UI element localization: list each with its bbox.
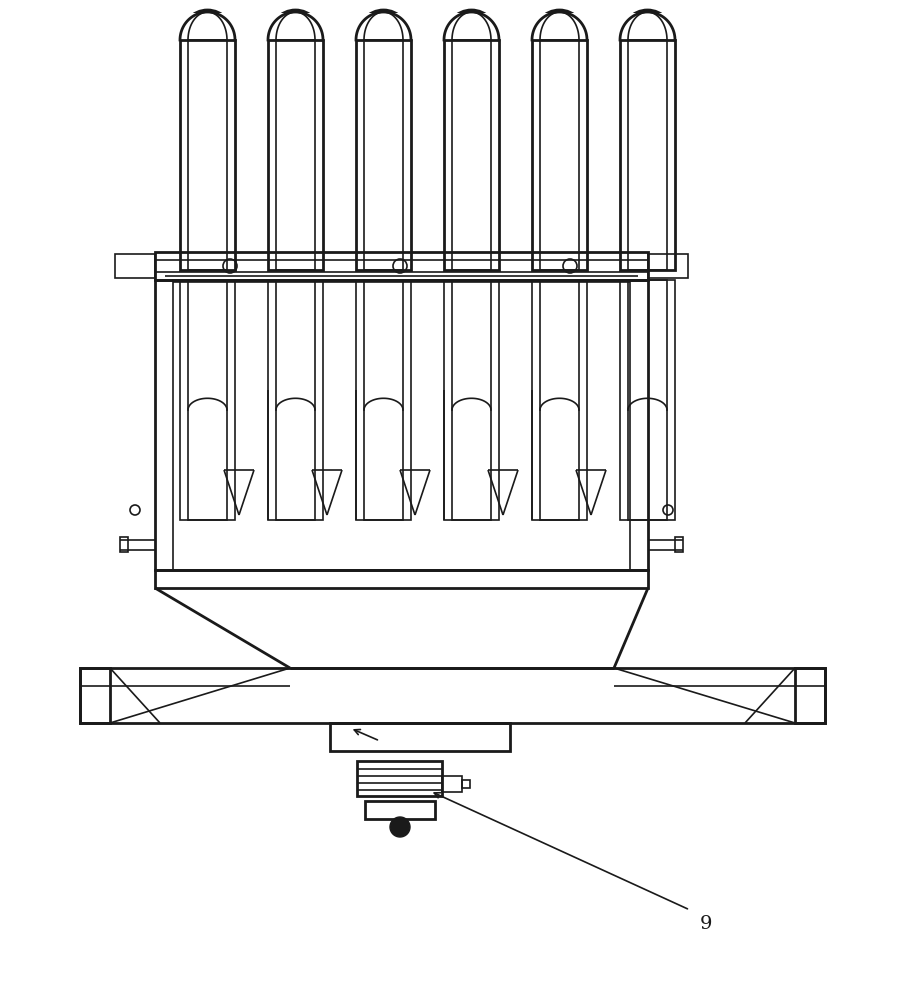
Bar [265,13,325,275]
Bar [267,40,322,270]
Bar [442,776,462,791]
Bar [531,40,586,270]
Text: 9: 9 [699,915,712,933]
Bar [354,13,413,275]
Bar [172,280,629,570]
Bar [188,40,227,270]
Bar [79,668,110,723]
Bar [675,537,683,552]
Bar [180,280,235,520]
Circle shape [389,817,410,837]
Bar [178,13,237,275]
Bar [619,40,675,270]
Bar [628,40,666,270]
Bar [619,280,675,520]
Bar [364,40,403,270]
Bar [154,252,647,280]
Bar [365,801,434,819]
Bar [539,40,578,270]
Bar [154,280,647,570]
Bar [443,280,498,520]
Bar [267,40,322,270]
Bar [647,254,687,278]
Bar [462,780,470,788]
Bar [79,668,824,723]
Bar [357,761,442,796]
Bar [120,537,128,552]
Bar [619,40,675,270]
Bar [356,280,411,520]
Bar [531,280,586,520]
Bar [356,40,411,270]
Bar [628,280,666,520]
Bar [529,13,589,275]
Bar [330,723,509,751]
Bar [452,40,490,270]
Bar [531,40,586,270]
Bar [452,40,490,270]
Bar [452,280,490,520]
Bar [267,280,322,520]
Bar [275,40,314,270]
Bar [364,40,403,270]
Bar [154,570,647,588]
Bar [443,40,498,270]
Bar [443,40,498,270]
Bar [188,280,227,520]
Bar [628,40,666,270]
Bar [275,280,314,520]
Bar [188,40,227,270]
Bar [356,40,411,270]
Bar [794,668,824,723]
Bar [364,280,403,520]
Bar [115,254,154,278]
Bar [442,13,500,275]
Bar [539,40,578,270]
Bar [539,280,578,520]
Bar [275,40,314,270]
Bar [180,40,235,270]
Bar [618,13,676,275]
Bar [180,40,235,270]
